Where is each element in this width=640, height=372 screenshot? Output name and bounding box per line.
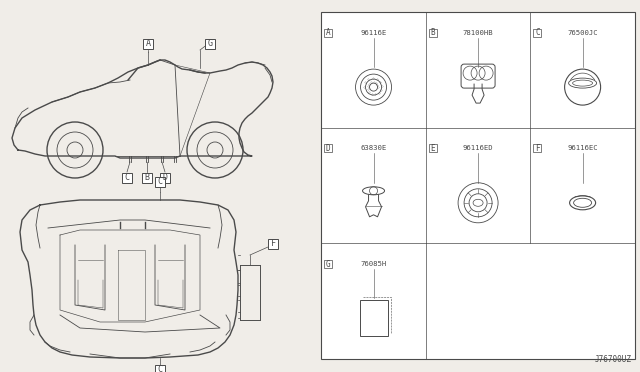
- Text: 63830E: 63830E: [360, 145, 387, 151]
- Text: G: G: [207, 39, 212, 48]
- Text: C: C: [125, 173, 129, 183]
- Text: D: D: [326, 144, 331, 153]
- Text: E: E: [431, 144, 435, 153]
- Bar: [205, 39, 215, 49]
- Text: D: D: [163, 173, 168, 183]
- Bar: [429, 29, 437, 37]
- Bar: [360, 301, 388, 337]
- Text: B: B: [145, 173, 150, 183]
- Text: F: F: [271, 240, 275, 248]
- Bar: [321, 12, 635, 359]
- Text: 96116EC: 96116EC: [567, 145, 598, 151]
- Text: C: C: [157, 177, 163, 186]
- Bar: [429, 144, 437, 153]
- Bar: [143, 39, 153, 49]
- Bar: [155, 365, 165, 372]
- Text: G: G: [326, 260, 331, 269]
- Text: 78100HB: 78100HB: [463, 30, 493, 36]
- Text: A: A: [145, 39, 150, 48]
- Text: 76500JC: 76500JC: [567, 30, 598, 36]
- Bar: [160, 173, 170, 183]
- Text: C: C: [157, 366, 163, 372]
- Text: 96116ED: 96116ED: [463, 145, 493, 151]
- Text: C: C: [535, 28, 540, 37]
- Text: 76085H: 76085H: [360, 261, 387, 267]
- Bar: [240, 265, 260, 320]
- Bar: [240, 265, 260, 320]
- Text: F: F: [535, 144, 540, 153]
- Bar: [122, 173, 132, 183]
- Bar: [324, 29, 332, 37]
- Bar: [533, 29, 541, 37]
- Bar: [533, 144, 541, 153]
- Text: B: B: [431, 28, 435, 37]
- Text: A: A: [326, 28, 331, 37]
- Bar: [268, 239, 278, 249]
- Bar: [142, 173, 152, 183]
- Text: J76700UZ: J76700UZ: [595, 355, 632, 364]
- Text: 96116E: 96116E: [360, 30, 387, 36]
- Bar: [324, 260, 332, 268]
- Bar: [324, 144, 332, 153]
- Bar: [155, 177, 165, 187]
